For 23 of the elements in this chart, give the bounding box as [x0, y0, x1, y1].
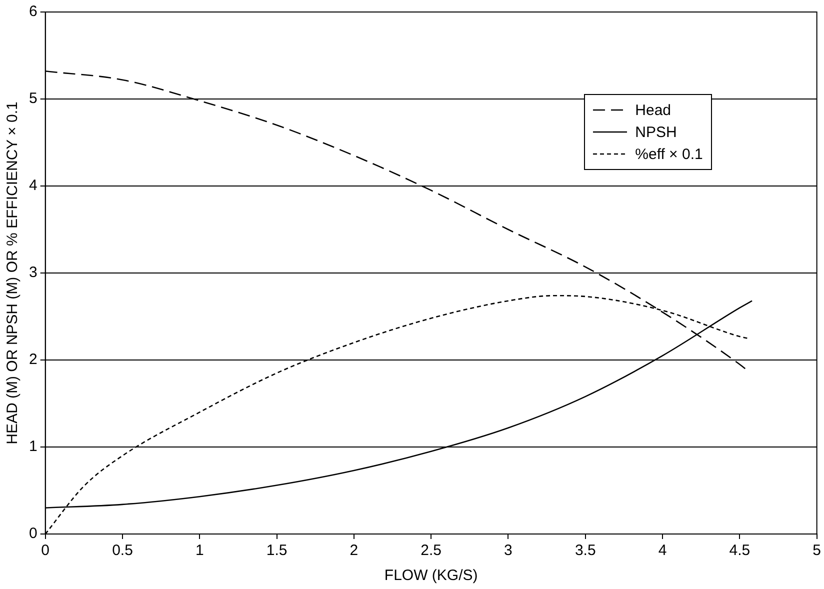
x-tick-label: 1.5 — [266, 542, 288, 560]
x-tick-label: 4.5 — [729, 542, 750, 560]
x-tick-label: 3.5 — [574, 542, 596, 560]
y-tick-label: 2 — [29, 351, 38, 368]
y-tick-label: 0 — [29, 525, 38, 542]
x-tick-label: 2.5 — [420, 542, 442, 560]
x-tick-label: 2 — [350, 542, 358, 560]
x-tick-label: 4 — [658, 542, 667, 560]
y-tick-label: 1 — [29, 438, 38, 456]
legend-label: Head — [635, 102, 671, 118]
y-tick-label: 6 — [29, 3, 38, 20]
y-tick-label: 5 — [29, 90, 38, 108]
x-tick-label: 1 — [195, 542, 204, 560]
x-axis-title: FLOW (KG/S) — [384, 567, 478, 584]
legend-label: NPSH — [635, 124, 677, 140]
y-axis-title: HEAD (M) OR NPSH (M) OR % EFFICIENCY × 0.1 — [4, 102, 22, 444]
y-tick-label: 4 — [29, 177, 38, 194]
x-tick-label: 5 — [812, 542, 821, 560]
x-tick-label: 3 — [504, 542, 512, 560]
y-tick-label: 3 — [29, 264, 38, 282]
x-tick-label: 0.5 — [112, 542, 133, 560]
x-tick-label: 0 — [41, 542, 50, 560]
legend-label: %eff × 0.1 — [635, 146, 703, 162]
